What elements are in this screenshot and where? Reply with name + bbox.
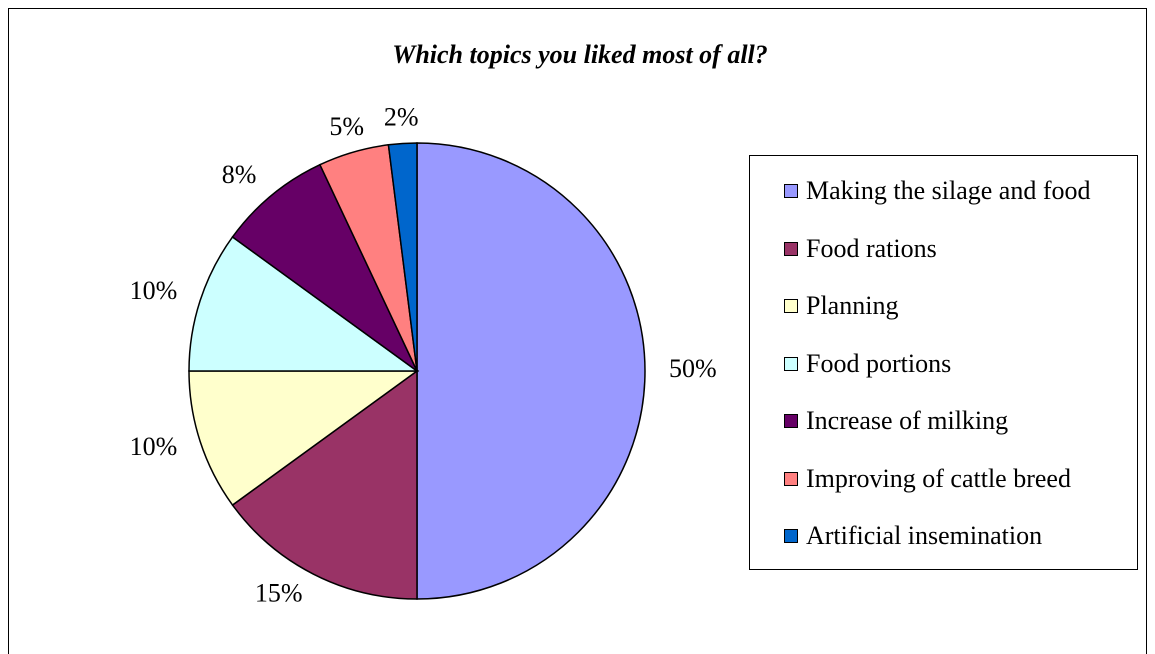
pie-slice (188, 235, 420, 372)
legend-entry: Artificial insemination (784, 518, 1106, 575)
data-label: 50% (669, 354, 717, 383)
legend-entry: Increase of milking (784, 403, 1106, 460)
data-label: 15% (255, 579, 303, 608)
pie-slice (387, 142, 418, 372)
legend-label: Making the silage and food (806, 176, 1091, 205)
legend-label: Food rations (806, 233, 937, 263)
legend-entry: Food rations (784, 231, 1106, 288)
legend-swatch (784, 529, 798, 543)
pie-slice (231, 163, 418, 372)
legend-entry: Making the silage and food (784, 173, 1106, 230)
legend-swatch (784, 414, 798, 428)
chart-title: Which topics you liked most of all? (392, 40, 768, 69)
data-label: 8% (222, 160, 257, 189)
legend-swatch (784, 356, 798, 371)
pie-slice (188, 370, 420, 507)
data-label: 10% (130, 432, 178, 461)
legend-swatch (784, 299, 798, 313)
pie-slice (416, 142, 646, 600)
legend-label: Increase of milking (806, 406, 1009, 435)
legend-label: Artificial insemination (806, 521, 1043, 550)
data-label: 10% (130, 276, 178, 305)
chart-frame (8, 8, 1147, 654)
legend-label: Improving of cattle breed (806, 463, 1071, 493)
legend-swatch (784, 471, 798, 486)
legend-entry: Improving of cattle breed (784, 461, 1106, 518)
legend-swatch (784, 184, 798, 198)
data-label: 5% (329, 112, 364, 141)
pie-slice (231, 369, 418, 600)
legend-entry: Food portions (784, 346, 1106, 403)
data-label: 2% (384, 102, 419, 131)
legend-label: Planning (806, 291, 899, 320)
legend-entry: Planning (784, 288, 1106, 345)
legend: Making the silage and food Food rations Pl… (749, 155, 1138, 570)
legend-label: Food portions (806, 348, 952, 378)
legend-swatch (784, 241, 798, 256)
